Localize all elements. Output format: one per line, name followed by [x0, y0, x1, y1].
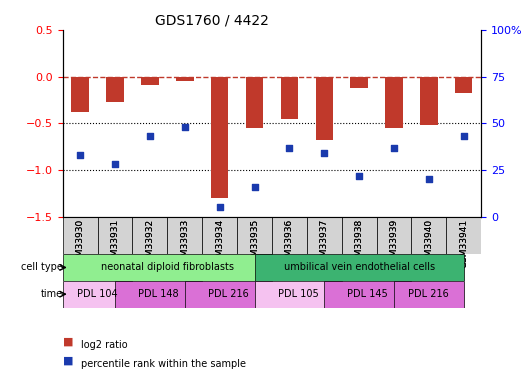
Text: GSM33940: GSM33940 — [424, 219, 434, 268]
Bar — [176, 77, 194, 81]
Point — [180, 124, 189, 130]
Text: neonatal diploid fibroblasts: neonatal diploid fibroblasts — [101, 262, 234, 273]
Text: GSM33935: GSM33935 — [250, 219, 259, 268]
Text: GSM33937: GSM33937 — [320, 219, 329, 268]
Bar — [315, 77, 333, 140]
Point — [460, 134, 468, 140]
Bar — [385, 77, 403, 128]
Text: PDL 105: PDL 105 — [278, 289, 319, 299]
Text: GSM33933: GSM33933 — [180, 219, 189, 268]
FancyBboxPatch shape — [98, 217, 132, 254]
Point — [355, 172, 363, 179]
Text: umbilical vein endothelial cells: umbilical vein endothelial cells — [283, 262, 435, 273]
Text: percentile rank within the sample: percentile rank within the sample — [81, 359, 246, 369]
Bar — [455, 77, 472, 93]
Point — [285, 145, 293, 151]
Text: GSM33931: GSM33931 — [110, 219, 120, 268]
Text: PDL 216: PDL 216 — [408, 289, 449, 299]
Point — [146, 134, 154, 140]
Text: GSM33938: GSM33938 — [355, 219, 363, 268]
FancyBboxPatch shape — [167, 217, 202, 254]
FancyBboxPatch shape — [63, 281, 132, 308]
FancyBboxPatch shape — [446, 217, 481, 254]
FancyBboxPatch shape — [377, 217, 412, 254]
Text: GSM33930: GSM33930 — [76, 219, 85, 268]
Bar — [106, 77, 124, 102]
Bar — [281, 77, 298, 119]
Text: GSM33936: GSM33936 — [285, 219, 294, 268]
Bar — [211, 77, 229, 198]
Text: GSM33932: GSM33932 — [145, 219, 154, 268]
Text: GSM33932: GSM33932 — [145, 219, 154, 268]
Text: GSM33934: GSM33934 — [215, 219, 224, 268]
Point — [390, 145, 398, 151]
FancyBboxPatch shape — [237, 217, 272, 254]
FancyBboxPatch shape — [412, 217, 446, 254]
Bar — [420, 77, 438, 125]
FancyBboxPatch shape — [255, 281, 342, 308]
Text: time: time — [41, 289, 63, 299]
Text: GSM33936: GSM33936 — [285, 219, 294, 268]
Text: PDL 216: PDL 216 — [208, 289, 249, 299]
Point — [111, 162, 119, 168]
Point — [251, 184, 259, 190]
Point — [320, 150, 328, 156]
FancyBboxPatch shape — [185, 281, 272, 308]
Text: ■: ■ — [63, 337, 73, 347]
Text: log2 ratio: log2 ratio — [81, 340, 128, 350]
FancyBboxPatch shape — [394, 281, 464, 308]
Bar — [141, 77, 158, 85]
Text: GSM33940: GSM33940 — [424, 219, 434, 268]
Text: PDL 104: PDL 104 — [77, 289, 118, 299]
Text: GSM33938: GSM33938 — [355, 219, 363, 268]
Text: GDS1760 / 4422: GDS1760 / 4422 — [155, 13, 269, 27]
Text: GSM33931: GSM33931 — [110, 219, 120, 268]
Text: GSM33934: GSM33934 — [215, 219, 224, 268]
Point — [215, 204, 224, 210]
FancyBboxPatch shape — [63, 254, 272, 281]
FancyBboxPatch shape — [342, 217, 377, 254]
FancyBboxPatch shape — [255, 254, 464, 281]
FancyBboxPatch shape — [272, 217, 307, 254]
Bar — [72, 77, 89, 112]
Text: PDL 148: PDL 148 — [138, 289, 179, 299]
Text: GSM33939: GSM33939 — [390, 219, 399, 268]
Text: GSM33933: GSM33933 — [180, 219, 189, 268]
FancyBboxPatch shape — [63, 217, 98, 254]
Text: GSM33930: GSM33930 — [76, 219, 85, 268]
Text: GSM33939: GSM33939 — [390, 219, 399, 268]
Bar — [350, 77, 368, 88]
FancyBboxPatch shape — [324, 281, 412, 308]
FancyBboxPatch shape — [202, 217, 237, 254]
Text: GSM33935: GSM33935 — [250, 219, 259, 268]
Text: GSM33941: GSM33941 — [459, 219, 468, 268]
FancyBboxPatch shape — [307, 217, 342, 254]
Text: PDL 145: PDL 145 — [347, 289, 388, 299]
Point — [425, 176, 433, 182]
Text: GSM33941: GSM33941 — [459, 219, 468, 268]
FancyBboxPatch shape — [132, 217, 167, 254]
FancyBboxPatch shape — [115, 281, 202, 308]
Text: ■: ■ — [63, 356, 73, 366]
Text: GSM33937: GSM33937 — [320, 219, 329, 268]
Bar — [246, 77, 263, 128]
Text: cell type: cell type — [21, 262, 63, 273]
Point — [76, 152, 84, 158]
